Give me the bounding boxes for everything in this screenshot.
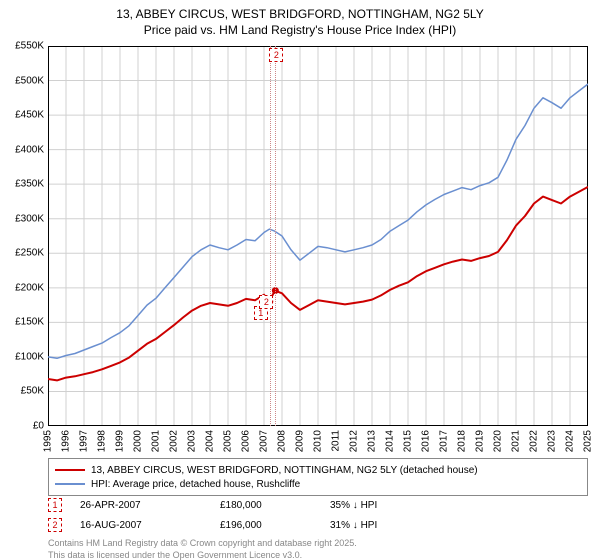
x-tick-label: 1999 — [115, 430, 126, 452]
x-tick-label: 2007 — [259, 430, 270, 452]
x-tick-label: 2025 — [583, 430, 594, 452]
y-tick-label: £50K — [0, 386, 44, 397]
x-tick-label: 2005 — [223, 430, 234, 452]
legend-row: 13, ABBEY CIRCUS, WEST BRIDGFORD, NOTTIN… — [55, 463, 581, 477]
chart-title: 13, ABBEY CIRCUS, WEST BRIDGFORD, NOTTIN… — [0, 0, 600, 38]
title-line-2: Price paid vs. HM Land Registry's House … — [144, 23, 456, 37]
x-tick-label: 2020 — [493, 430, 504, 452]
x-tick-label: 2016 — [421, 430, 432, 452]
sale-row: 2 16-AUG-2007£196,00031% ↓ HPI — [48, 518, 588, 532]
legend-swatch — [55, 469, 85, 471]
x-tick-label: 2018 — [457, 430, 468, 452]
y-tick-label: £0 — [0, 421, 44, 432]
x-tick-label: 2010 — [313, 430, 324, 452]
sale-date: 26-APR-2007 — [80, 500, 220, 511]
y-tick-label: £200K — [0, 282, 44, 293]
x-tick-label: 2019 — [475, 430, 486, 452]
x-tick-label: 2001 — [151, 430, 162, 452]
sale-vline — [270, 46, 271, 426]
legend-row: HPI: Average price, detached house, Rush… — [55, 477, 581, 491]
sale-delta: 35% ↓ HPI — [330, 500, 588, 511]
x-tick-label: 2006 — [241, 430, 252, 452]
y-tick-label: £450K — [0, 110, 44, 121]
legend-label: HPI: Average price, detached house, Rush… — [91, 479, 300, 490]
chart-container: 13, ABBEY CIRCUS, WEST BRIDGFORD, NOTTIN… — [0, 0, 600, 560]
x-tick-label: 2023 — [547, 430, 558, 452]
y-tick-label: £500K — [0, 75, 44, 86]
x-tick-label: 2021 — [511, 430, 522, 452]
y-tick-label: £100K — [0, 351, 44, 362]
sale-vline — [275, 46, 276, 426]
top-sale-marker-box: 2 — [269, 48, 283, 62]
x-tick-label: 2003 — [187, 430, 198, 452]
x-tick-label: 2009 — [295, 430, 306, 452]
title-line-1: 13, ABBEY CIRCUS, WEST BRIDGFORD, NOTTIN… — [116, 7, 483, 21]
x-tick-label: 2024 — [565, 430, 576, 452]
x-tick-label: 1996 — [61, 430, 72, 452]
x-tick-label: 2013 — [367, 430, 378, 452]
sale-date: 16-AUG-2007 — [80, 520, 220, 531]
y-tick-label: £550K — [0, 41, 44, 52]
footer-text: Contains HM Land Registry data © Crown c… — [48, 538, 588, 560]
legend-box: 13, ABBEY CIRCUS, WEST BRIDGFORD, NOTTIN… — [48, 458, 588, 496]
footer-line-1: Contains HM Land Registry data © Crown c… — [48, 538, 357, 548]
x-tick-label: 2022 — [529, 430, 540, 452]
x-tick-label: 2015 — [403, 430, 414, 452]
x-tick-label: 2011 — [331, 430, 342, 452]
x-tick-label: 2012 — [349, 430, 360, 452]
sale-index-box: 2 — [48, 518, 62, 532]
x-tick-label: 1997 — [79, 430, 90, 452]
sale-row: 1 26-APR-2007£180,00035% ↓ HPI — [48, 498, 588, 512]
x-tick-label: 2002 — [169, 430, 180, 452]
x-tick-label: 2004 — [205, 430, 216, 452]
y-tick-label: £300K — [0, 213, 44, 224]
legend-swatch — [55, 483, 85, 485]
x-tick-label: 2017 — [439, 430, 450, 452]
x-tick-label: 1995 — [43, 430, 54, 452]
sale-marker-box: 2 — [259, 295, 273, 309]
y-tick-label: £400K — [0, 144, 44, 155]
legend-label: 13, ABBEY CIRCUS, WEST BRIDGFORD, NOTTIN… — [91, 465, 478, 476]
chart-svg — [48, 46, 588, 426]
sale-price: £196,000 — [220, 520, 330, 531]
plot-area: 12 2 — [48, 46, 588, 426]
y-tick-label: £150K — [0, 317, 44, 328]
sale-delta: 31% ↓ HPI — [330, 520, 588, 531]
y-tick-label: £350K — [0, 179, 44, 190]
x-tick-label: 2008 — [277, 430, 288, 452]
y-tick-label: £250K — [0, 248, 44, 259]
sale-price: £180,000 — [220, 500, 330, 511]
x-tick-label: 2014 — [385, 430, 396, 452]
x-tick-label: 1998 — [97, 430, 108, 452]
x-tick-label: 2000 — [133, 430, 144, 452]
footer-line-2: This data is licensed under the Open Gov… — [48, 550, 302, 560]
sale-index-box: 1 — [48, 498, 62, 512]
